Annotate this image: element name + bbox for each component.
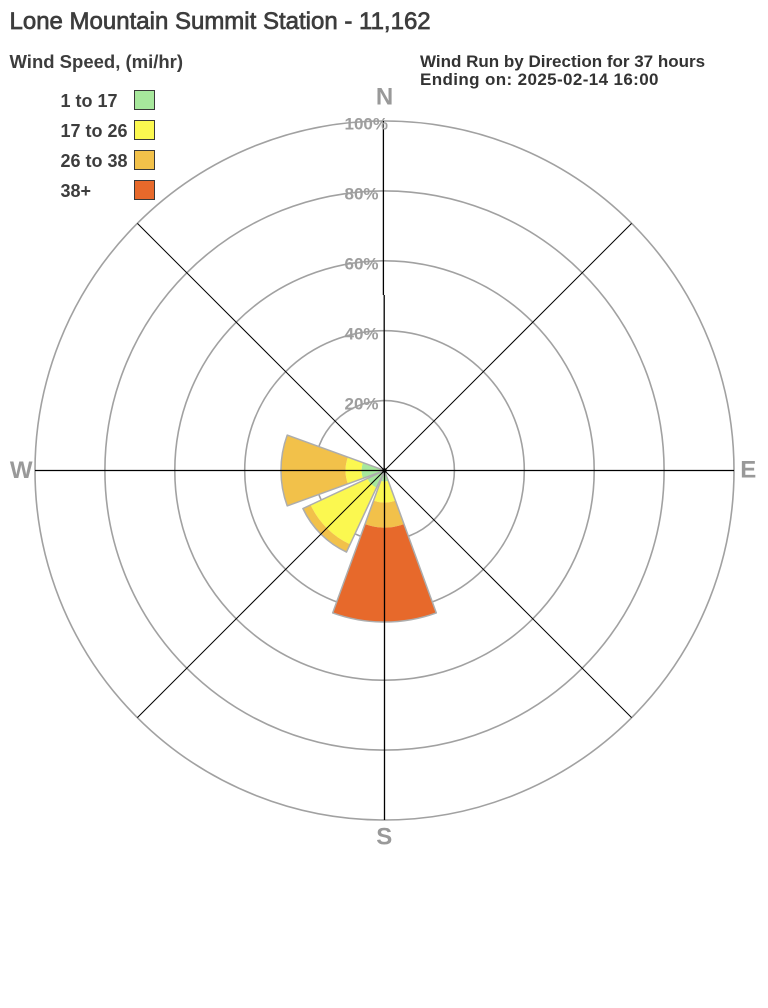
svg-text:20%: 20% [345,394,379,413]
svg-text:40%: 40% [345,324,379,343]
svg-text:60%: 60% [345,254,379,273]
svg-text:N: N [376,84,393,111]
svg-text:S: S [376,823,392,850]
svg-text:100%: 100% [345,115,388,134]
svg-text:E: E [740,457,756,484]
svg-text:80%: 80% [345,185,379,204]
svg-text:W: W [10,457,33,484]
